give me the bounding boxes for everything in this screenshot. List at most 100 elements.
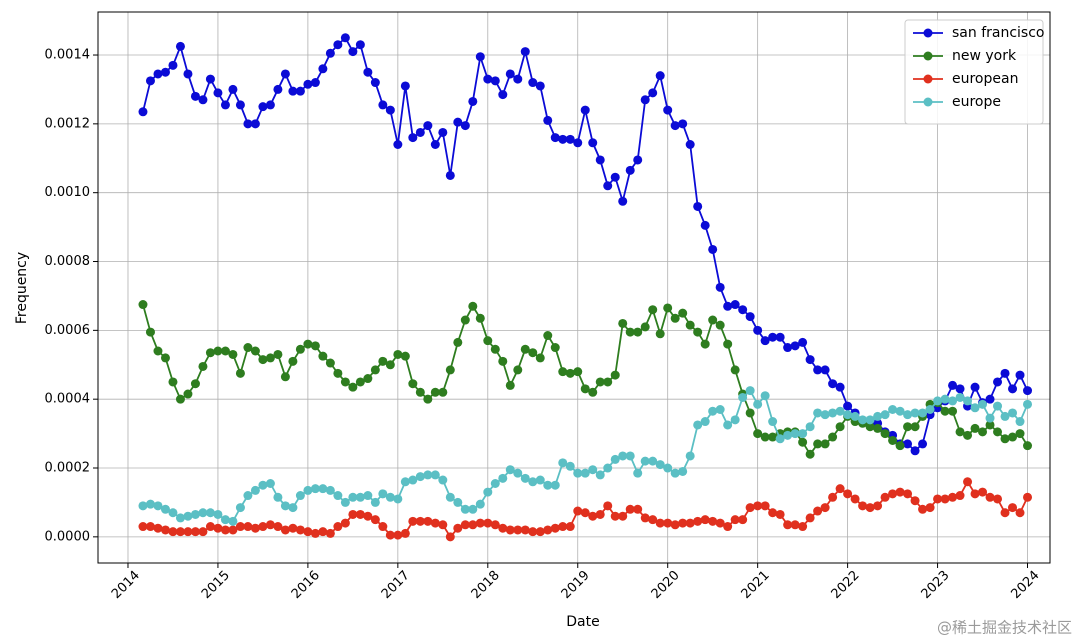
data-point [258,480,268,490]
data-point [588,138,598,148]
data-point [745,408,755,418]
data-point [1000,368,1010,378]
data-point [483,74,493,84]
data-point [385,105,395,115]
data-point [415,516,425,526]
data-point [198,361,208,371]
data-point [918,408,928,418]
data-point [265,100,275,110]
data-point [468,520,478,530]
data-point [520,47,530,57]
data-point [640,456,650,466]
data-point [798,429,808,439]
legend-marker [923,51,933,61]
data-point [280,69,290,79]
data-point [400,81,410,91]
data-point [340,33,350,43]
data-point [423,121,433,131]
data-point [580,508,590,518]
data-point [565,461,575,471]
data-point [670,468,680,478]
data-point [565,522,575,532]
data-point [1015,370,1025,380]
data-point [198,527,208,537]
data-point [678,308,688,318]
data-point [468,301,478,311]
data-point [363,511,373,521]
data-point [850,494,860,504]
data-point [445,170,455,180]
data-point [145,327,155,337]
data-point [895,487,905,497]
data-point [468,504,478,514]
data-point [265,520,275,530]
data-point [513,74,523,84]
data-point [145,499,155,509]
data-point [745,312,755,322]
data-point [550,523,560,533]
data-point [220,100,230,110]
data-point [295,344,305,354]
data-point [453,497,463,507]
data-point [153,69,163,79]
data-point [453,337,463,347]
data-point [385,492,395,502]
data-point [370,497,380,507]
data-point [865,415,875,425]
data-point [355,492,365,502]
data-point [385,360,395,370]
data-point [295,86,305,96]
y-tick-label: 0.0012 [45,116,91,131]
data-point [183,389,193,399]
data-point [648,515,658,525]
data-point [310,484,320,494]
data-point [933,494,943,504]
data-point [843,410,853,420]
data-point [348,382,358,392]
data-point [430,140,440,150]
data-point [595,377,605,387]
data-point [528,348,538,358]
data-point [310,528,320,538]
data-point [955,392,965,402]
data-point [265,353,275,363]
data-point [520,525,530,535]
data-point [438,127,448,137]
data-point [1023,441,1033,451]
data-point [978,399,988,409]
data-point [1023,492,1033,502]
data-point [543,480,553,490]
data-point [303,79,313,89]
y-tick-label: 0.0000 [45,529,91,544]
data-point [213,509,223,519]
data-point [528,477,538,487]
data-point [378,489,388,499]
data-point [348,47,358,57]
data-point [603,463,613,473]
data-point [708,244,718,254]
data-point [730,515,740,525]
y-axis-label: Frequency [14,252,30,324]
data-point [273,522,283,532]
data-point [228,84,238,94]
data-point [175,513,185,523]
data-point [985,492,995,502]
data-point [220,346,230,356]
data-point [393,530,403,540]
data-point [573,367,583,377]
data-point [640,513,650,523]
data-point [198,508,208,518]
data-point [138,300,148,310]
data-point [760,432,770,442]
data-point [408,516,418,526]
data-point [783,430,793,440]
data-point [610,511,620,521]
data-point [145,522,155,532]
data-point [910,422,920,432]
data-point [828,379,838,389]
data-point [790,341,800,351]
data-point [993,377,1003,387]
data-point [895,441,905,451]
data-point [475,518,485,528]
